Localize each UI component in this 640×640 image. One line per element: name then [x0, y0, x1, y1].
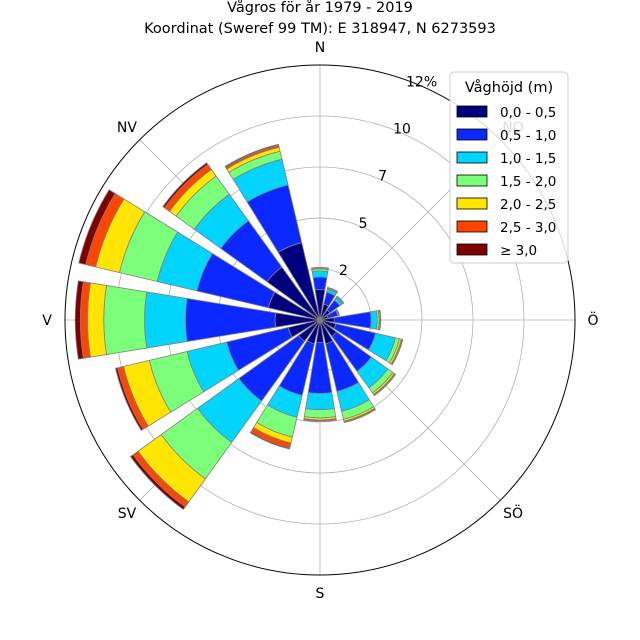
bar-12-6: [74, 280, 84, 360]
radial-tick-label-1: 5: [359, 216, 368, 232]
bar-3-4: [336, 308, 340, 316]
bar-12-4: [87, 282, 108, 358]
legend-label-1: 0,5 - 1,0: [500, 128, 556, 144]
rose-bars: [74, 143, 404, 511]
bar-4-2: [369, 310, 378, 330]
bar-13-6: [78, 189, 116, 266]
legend-swatch-4: [456, 197, 488, 210]
chart-subtitle: Koordinat (Sweref 99 TM): E 318947, N 62…: [144, 21, 496, 37]
direction-labels: NNOÖSÖSSVVNV: [42, 40, 598, 602]
bar-9-6: [249, 431, 291, 450]
legend: Våghöjd (m) 0,0 - 0,5 0,5 - 1,0 1,0 - 1,5 1,…: [449, 71, 569, 264]
bar-6-6: [373, 373, 397, 397]
bar-2-5: [336, 295, 345, 304]
radial-tick-labels: 2 5 7 10 12%: [339, 74, 437, 278]
radial-tick-label-4: 12%: [406, 74, 437, 90]
radial-tick-label-0: 2: [339, 263, 348, 279]
chart-title: Vågros för år 1979 - 2019: [227, 0, 413, 16]
bar-8-2: [305, 392, 335, 411]
direction-label-7: NV: [117, 120, 137, 136]
legend-swatch-1: [456, 128, 488, 141]
bar-10-6: [129, 454, 186, 511]
legend-box: [449, 71, 569, 264]
legend-label-3: 1,5 - 2,0: [500, 174, 556, 190]
outer-ring: [64, 64, 576, 576]
legend-label-4: 2,0 - 2,5: [500, 197, 556, 213]
bar-12-2: [144, 291, 188, 349]
direction-label-2: Ö: [587, 311, 598, 329]
legend-swatch-6: [456, 243, 488, 256]
direction-label-6: V: [42, 313, 52, 329]
legend-swatch-3: [456, 174, 488, 187]
bar-7-6: [343, 408, 376, 424]
legend-swatch-2: [456, 151, 488, 164]
radial-tick-label-3: 10: [393, 122, 411, 138]
bar-0-2: [311, 270, 329, 279]
bar-1-5: [327, 286, 339, 293]
direction-label-0: N: [315, 40, 325, 56]
bar-0-6: [311, 266, 329, 269]
direction-label-4: S: [316, 586, 325, 602]
bar-0-1: [312, 276, 328, 291]
legend-title: Våghöjd (m): [465, 79, 553, 96]
bar-8-3: [303, 408, 337, 419]
direction-label-5: SV: [118, 506, 137, 522]
bar-5-6: [391, 338, 404, 366]
legend-swatch-0: [456, 105, 488, 118]
legend-label-2: 1,0 - 1,5: [500, 151, 556, 167]
bar-8-6: [303, 419, 337, 422]
legend-label-5: 2,5 - 3,0: [500, 220, 556, 236]
bar-4-6: [379, 309, 382, 331]
radial-tick-label-2: 7: [378, 169, 387, 185]
bar-14-6: [162, 162, 209, 209]
bar-12-3: [103, 284, 148, 356]
direction-label-3: SÖ: [503, 504, 523, 522]
bar-15-6: [224, 143, 280, 168]
bar-11-6: [115, 367, 144, 431]
legend-swatch-5: [456, 220, 488, 233]
legend-label-0: 0,0 - 0,5: [500, 105, 556, 121]
legend-label-6: ≥ 3,0: [500, 243, 537, 259]
